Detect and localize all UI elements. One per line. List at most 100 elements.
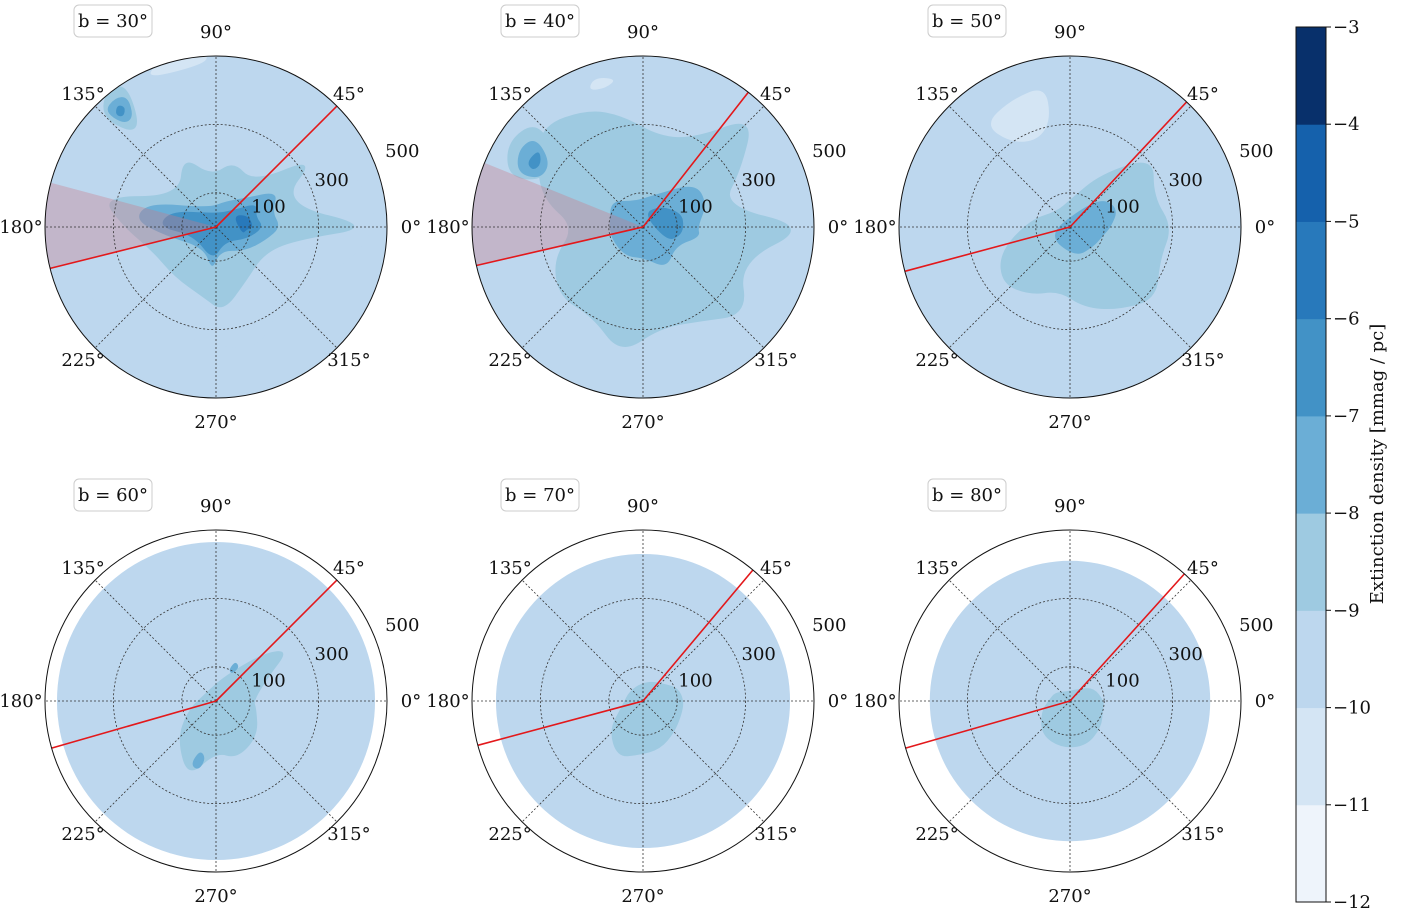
polar-outline — [44, 55, 388, 399]
contour-region — [1041, 688, 1104, 748]
angle-tick-label: 45° — [1187, 84, 1219, 105]
red-direction-line — [51, 700, 217, 749]
polar-grid — [472, 56, 814, 398]
colorbar-tick-label: −7 — [1333, 406, 1360, 427]
colorbar-swatch — [1296, 124, 1326, 222]
polar-panel: 0° 45° 90° 135° 180° 225° 270° 315° 100 300 500 b =… — [426, 478, 848, 907]
colorbar-swatch — [1296, 513, 1326, 611]
polar-grid — [472, 530, 814, 872]
angular-grid-line — [1069, 700, 1192, 823]
radial-grid-circle — [113, 598, 319, 805]
angle-tick-label: 270° — [621, 886, 664, 907]
polar-panel: 0° 45° 90° 135° 180° 225° 270° 315° 100 300 500 b =… — [0, 478, 421, 907]
panel-label-box — [73, 478, 153, 512]
angle-tick-label: 180° — [853, 217, 896, 238]
colorbar-tick-label: −8 — [1333, 503, 1360, 524]
colorbar: −12 −11 −10 −9 −8 −7 −6 −5 −4 −3 Extinction densi… — [1295, 17, 1388, 911]
angle-tick-label: 0° — [828, 691, 848, 712]
angular-grid-line — [1069, 226, 1192, 349]
red-direction-line — [215, 579, 338, 702]
panel-label: b = 50° — [932, 11, 1002, 32]
angle-tick-label: 225° — [488, 350, 531, 371]
angular-grid-line — [948, 579, 1071, 702]
angle-tick-label: 180° — [0, 217, 43, 238]
colorbar-swatch — [1296, 318, 1326, 417]
radial-grid-circle — [608, 192, 678, 262]
angular-grid-line — [1069, 579, 1192, 702]
red-direction-line — [642, 91, 749, 228]
angle-tick-label: 90° — [627, 496, 659, 517]
angle-tick-label: 180° — [426, 217, 469, 238]
red-direction-line — [1069, 101, 1188, 228]
contour-region — [1062, 686, 1067, 691]
angular-grid-line — [521, 700, 644, 823]
angle-tick-label: 315° — [327, 350, 370, 371]
red-direction-line — [904, 226, 1071, 273]
colorbar-tick-label: −9 — [1333, 600, 1360, 621]
radial-tick-label: 100 — [1105, 670, 1139, 691]
polar-grid — [899, 530, 1241, 872]
angular-grid-line — [94, 105, 217, 228]
angle-tick-label: 135° — [488, 84, 531, 105]
panel-label-box — [927, 478, 1007, 512]
contour-region — [648, 207, 684, 239]
angle-tick-label: 0° — [1255, 217, 1275, 238]
angular-grid-line — [1069, 105, 1192, 228]
shaded-wedge — [472, 162, 643, 266]
polar-outline — [898, 55, 1242, 399]
red-direction-line — [215, 105, 338, 228]
angle-tick-label: 315° — [1181, 824, 1224, 845]
radial-grid-circle — [113, 124, 319, 330]
angular-grid-line — [642, 105, 765, 228]
radial-grid-circle — [540, 598, 747, 805]
angle-tick-label: 180° — [853, 691, 896, 712]
angular-grid-line — [521, 105, 644, 228]
contour-region — [192, 752, 205, 769]
polar-outline — [44, 529, 388, 873]
angular-grid-line — [521, 226, 644, 349]
angle-tick-label: 180° — [0, 691, 43, 712]
angular-grid-line — [521, 579, 644, 702]
angle-tick-label: 270° — [194, 412, 237, 433]
angle-tick-label: 315° — [327, 824, 370, 845]
angle-tick-label: 0° — [1255, 691, 1275, 712]
angle-tick-label: 315° — [754, 824, 797, 845]
contour-region — [179, 651, 284, 771]
polar-panel: 0° 45° 90° 135° 180° 225° 270° 315° 100 300 500 b =… — [426, 4, 848, 433]
contour-region — [590, 78, 614, 90]
radial-tick-label: 500 — [812, 615, 846, 636]
radial-tick-label: 500 — [1239, 141, 1273, 162]
colorbar-tick-label: −12 — [1333, 892, 1371, 911]
angle-tick-label: 0° — [401, 691, 421, 712]
colorbar-swatch — [1296, 804, 1326, 903]
angle-tick-label: 225° — [61, 824, 104, 845]
angle-tick-label: 90° — [1054, 496, 1086, 517]
panel-label: b = 30° — [78, 11, 148, 32]
colorbar-swatch — [1296, 415, 1326, 514]
angle-tick-label: 270° — [621, 412, 664, 433]
colorbar-tick-label: −4 — [1333, 114, 1360, 135]
radial-grid-circle — [1035, 192, 1105, 262]
radial-tick-label: 300 — [742, 644, 776, 665]
contour-region — [611, 681, 684, 757]
red-direction-line — [477, 700, 644, 747]
panel-label: b = 70° — [505, 485, 575, 506]
red-direction-line — [49, 226, 217, 270]
angle-tick-label: 90° — [200, 496, 232, 517]
radial-tick-label: 500 — [385, 141, 419, 162]
colorbar-tick-label: −3 — [1333, 17, 1360, 38]
angle-tick-label: 315° — [1181, 350, 1224, 371]
angle-tick-label: 90° — [200, 22, 232, 43]
angle-tick-label: 135° — [61, 558, 104, 579]
radial-tick-label: 300 — [1169, 170, 1203, 191]
contour-region — [150, 56, 207, 76]
colorbar-frame — [1295, 26, 1327, 903]
panel-label-box — [73, 4, 153, 38]
angle-tick-label: 135° — [488, 558, 531, 579]
angular-grid-line — [94, 700, 217, 823]
angle-tick-label: 45° — [760, 558, 792, 579]
radial-tick-label: 500 — [1239, 615, 1273, 636]
angle-tick-label: 45° — [760, 84, 792, 105]
contour-region — [235, 215, 253, 233]
colorbar-tick-label: −10 — [1333, 698, 1371, 719]
